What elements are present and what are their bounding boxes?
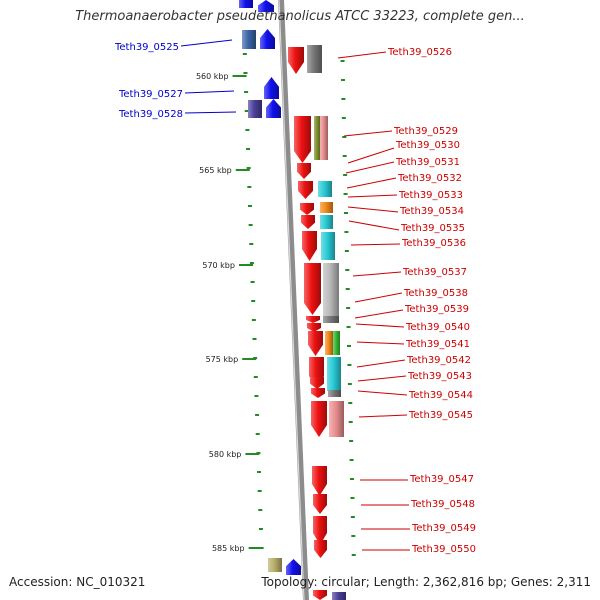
reverse-gene-arrow[interactable] [308,331,323,356]
gene-block[interactable] [323,263,339,323]
reverse-gene-arrow[interactable] [288,47,304,74]
gene-label[interactable]: Teth39_0536 [401,238,466,249]
label-leader-line [354,309,404,319]
label-leader-line [347,206,399,213]
label-leader-line [348,220,400,231]
gene-label[interactable]: Teth39_0532 [397,173,462,184]
scale-label: 580 kbp [209,450,242,459]
reverse-gene-arrow[interactable] [311,388,325,398]
gene-block[interactable] [320,116,328,160]
label-leader-line [357,375,407,382]
gene-label[interactable]: Teth39_0539 [404,304,469,315]
gene-block[interactable] [307,45,322,73]
label-leader-line [355,323,405,328]
gene-block[interactable] [239,0,253,8]
gene-label[interactable]: Teth39_0544 [408,390,473,401]
reverse-gene-arrow[interactable] [313,516,327,545]
gene-block[interactable] [323,316,339,323]
reverse-gene-arrow[interactable] [312,466,327,496]
label-leader-line [180,39,233,47]
gene-label[interactable]: Teth39_0537 [402,267,467,278]
gene-label[interactable]: Teth39_0533 [398,190,463,201]
gene-label[interactable]: Teth39_0549 [411,523,476,534]
gene-block[interactable] [248,100,262,118]
gene-label[interactable]: Teth39_0531 [395,157,460,168]
reverse-gene-arrow[interactable] [314,540,327,558]
reverse-gene-arrow[interactable] [310,377,324,389]
gene-label[interactable]: Teth39_0529 [393,126,458,137]
reverse-gene-arrow[interactable] [313,494,327,514]
gene-block[interactable] [320,202,333,213]
label-leader-line [347,147,395,164]
forward-gene-arrow[interactable] [286,559,301,575]
forward-gene-arrow[interactable] [264,77,279,99]
gene-label[interactable]: Teth39_0528 [118,109,183,120]
gene-label[interactable]: Teth39_0547 [409,474,474,485]
label-leader-line [354,292,403,303]
scale-label: 585 kbp [212,544,245,553]
forward-gene-arrow[interactable] [260,29,275,49]
gene-label[interactable]: Teth39_0530 [395,140,460,151]
label-leader-line [346,177,397,189]
gene-block[interactable] [332,592,346,600]
reverse-gene-arrow[interactable] [294,116,311,163]
gene-label[interactable]: Teth39_0543 [407,371,472,382]
label-leader-line [347,194,398,198]
gene-label[interactable]: Teth39_0548 [410,499,475,510]
gene-block[interactable] [333,331,340,355]
gene-block[interactable] [314,116,321,160]
label-leader-line [350,243,401,246]
gene-block[interactable] [268,558,282,572]
map-title: Thermoanaerobacter pseudethanolicus ATCC… [75,9,525,24]
reverse-gene-arrow[interactable] [307,323,321,332]
label-leader-line [352,271,402,277]
scale-label: 575 kbp [206,355,239,364]
scale-label: 570 kbp [202,261,235,270]
gene-block[interactable] [329,401,344,437]
gene-label[interactable]: Teth39_0550 [411,544,476,555]
reverse-gene-arrow[interactable] [298,181,313,199]
reverse-gene-arrow[interactable] [300,203,314,215]
gene-block[interactable] [325,331,333,355]
gene-label[interactable]: Teth39_0540 [405,322,470,333]
accession-text: Accession: NC_010321 [9,575,146,589]
forward-gene-arrow[interactable] [258,0,274,12]
gene-label[interactable]: Teth39_0542 [406,355,471,366]
label-leader-line [345,161,395,174]
label-leader-line [356,341,405,345]
gene-label[interactable]: Teth39_0538 [403,288,468,299]
reverse-gene-arrow[interactable] [302,231,317,261]
reverse-gene-arrow[interactable] [313,590,327,600]
gene-block[interactable] [320,215,333,229]
gene-block[interactable] [242,30,256,49]
label-leader-line [357,390,408,396]
gene-block[interactable] [318,181,332,197]
gene-label[interactable]: Teth39_0541 [405,339,470,350]
gene-label[interactable]: Teth39_0535 [400,223,465,234]
gene-block[interactable] [321,232,335,260]
gene-label[interactable]: Teth39_0534 [399,206,464,217]
label-leader-line [337,51,387,59]
gene-block[interactable] [327,357,341,391]
reverse-gene-arrow[interactable] [297,163,311,179]
gene-block[interactable] [328,390,341,397]
label-leader-line [184,90,235,94]
reverse-gene-arrow[interactable] [311,401,327,437]
label-leader-line [184,111,237,114]
reverse-gene-arrow[interactable] [304,263,321,315]
forward-gene-arrow[interactable] [266,99,281,118]
reverse-gene-arrow[interactable] [306,316,320,323]
gene-label[interactable]: Teth39_0545 [408,410,473,421]
scale-label: 565 kbp [199,166,232,175]
reverse-gene-arrow[interactable] [301,215,315,229]
gene-label[interactable]: Teth39_0527 [118,89,183,100]
label-leader-line [356,359,406,368]
scale-label: 560 kbp [196,72,229,81]
label-leader-line [343,130,393,137]
topology-text: Topology: circular; Length: 2,362,816 bp… [261,575,591,589]
gene-label[interactable]: Teth39_0526 [387,47,452,58]
gene-label[interactable]: Teth39_0525 [114,42,179,53]
label-leader-line [358,414,408,418]
